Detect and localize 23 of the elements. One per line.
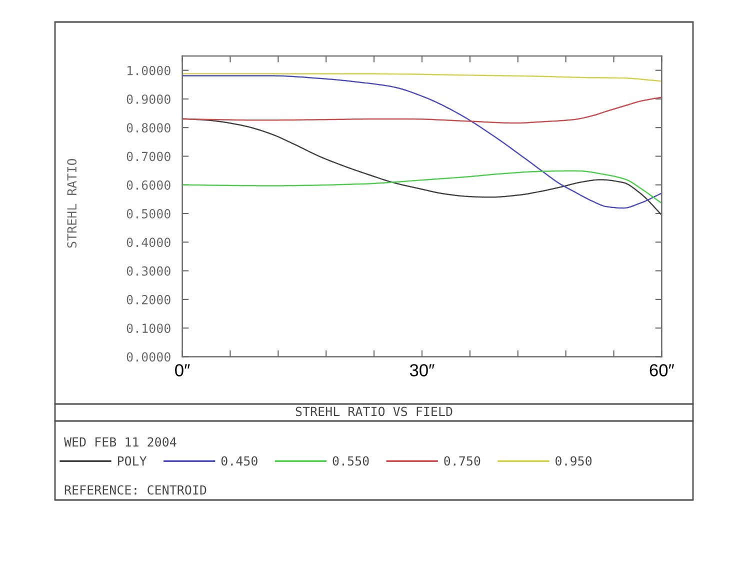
y-tick-label: 0.1000	[126, 324, 170, 334]
legend-label: 0.750	[444, 456, 480, 466]
text: WED FEB 11 2004	[64, 437, 176, 447]
y-tick-label: 0.5000	[126, 209, 170, 218]
y-tick-label: 0.3000	[126, 266, 170, 276]
y-tick-label: 0.4000	[126, 238, 170, 248]
text: STREHL RATIO VS FIELD	[296, 406, 452, 416]
legend-label: 0.450	[221, 456, 258, 466]
y-tick-label: 0.2000	[126, 294, 170, 304]
x-tick-label: 30″	[410, 364, 434, 376]
text: REFERENCE: CENTROID	[64, 485, 206, 495]
y-tick-label: 0.7000	[126, 152, 170, 162]
y-tick-label: 1.0000	[128, 66, 170, 76]
y-axis-title: STREHL RATIO	[67, 158, 77, 248]
legend-label: POLY	[118, 456, 147, 466]
legend-label: 0.950	[556, 456, 592, 466]
y-tick-label: 0.8000	[126, 123, 170, 133]
x-tick-label: 60″	[650, 364, 674, 376]
legend-label: 0.550	[332, 456, 369, 466]
y-tick-label: 0.9000	[126, 94, 170, 104]
y-tick-label: 0.6000	[126, 180, 170, 190]
y-tick-label: 0.0000	[126, 352, 170, 362]
x-tick-label: 0″	[175, 364, 190, 376]
